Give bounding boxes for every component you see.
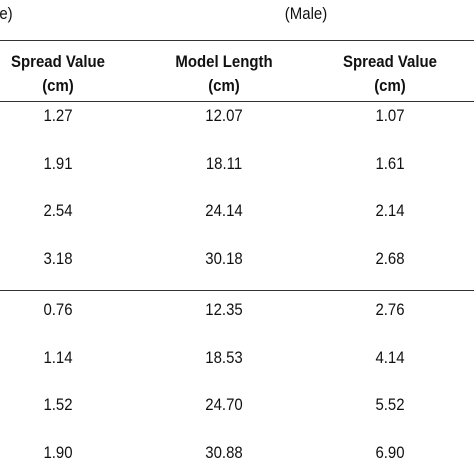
cell: 1.52 — [43, 395, 73, 414]
cell: 5.52 — [375, 395, 405, 414]
column-header: Model Length — [175, 52, 273, 71]
cell: 4.14 — [375, 347, 405, 367]
cell: 30.88 — [205, 442, 243, 462]
cell: 24.14 — [205, 201, 243, 220]
cell: 1.27 — [43, 106, 73, 125]
rule — [0, 40, 474, 41]
rule — [0, 101, 474, 102]
column-header: Spread Value — [343, 52, 437, 71]
cell: 24.70 — [205, 395, 243, 414]
cell: 1.61 — [375, 153, 405, 173]
cell: 1.90 — [43, 442, 73, 462]
cell: 2.54 — [43, 201, 73, 220]
cell: 30.18 — [205, 248, 243, 268]
cell: 18.53 — [205, 347, 243, 367]
column-unit: (cm) — [374, 76, 406, 95]
cell: 3.18 — [43, 248, 73, 268]
top-left-text: e) — [0, 4, 13, 23]
cell: 18.11 — [205, 153, 243, 173]
cell: 0.76 — [43, 300, 73, 319]
rule — [0, 290, 474, 291]
cell: 2.76 — [375, 300, 405, 319]
cell: 6.90 — [375, 442, 405, 462]
cell: 1.91 — [43, 153, 73, 173]
cell: 12.35 — [205, 300, 243, 319]
column-unit: (cm) — [42, 76, 74, 95]
cell: 2.68 — [375, 248, 405, 268]
cell: 2.14 — [375, 201, 405, 220]
column-header: Spread Value — [11, 52, 105, 71]
cell: 12.07 — [205, 106, 243, 125]
group-title: (Male) — [284, 4, 328, 23]
cell: 1.14 — [43, 347, 73, 367]
column-unit: (cm) — [208, 76, 240, 95]
cell: 1.07 — [375, 106, 405, 125]
